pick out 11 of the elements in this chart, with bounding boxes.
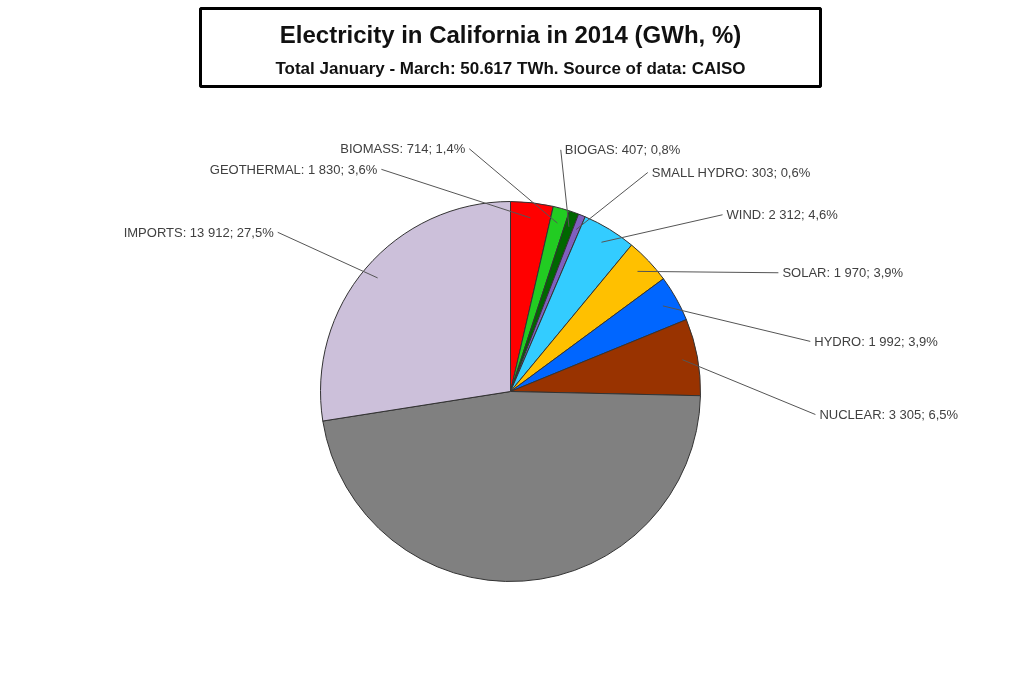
slice-label: GEOTHERMAL: 1 830; 3,6% — [209, 161, 378, 177]
slice-label: IMPORTS: 13 912; 27,5% — [123, 224, 275, 240]
slice-label: SMALL HYDRO: 303; 0,6% — [651, 165, 811, 180]
slice-label: SOLAR: 1 970; 3,9% — [782, 265, 904, 281]
chart-subtitle: Total January - March: 50.617 TWh. Source of data: CAISO — [275, 59, 746, 78]
slice-label: NUCLEAR: 3 305; 6,5% — [819, 407, 959, 423]
chart-title: Electricity in California in 2014 (GWh, %) — [279, 21, 742, 48]
slice-label: BIOGAS: 407; 0,8% — [564, 142, 681, 158]
slice-label: BIOMASS: 714; 1,4% — [340, 141, 466, 157]
slice-label: HYDRO: 1 992; 3,9% — [814, 333, 939, 349]
slice-label: WIND: 2 312; 4,6% — [726, 207, 839, 223]
